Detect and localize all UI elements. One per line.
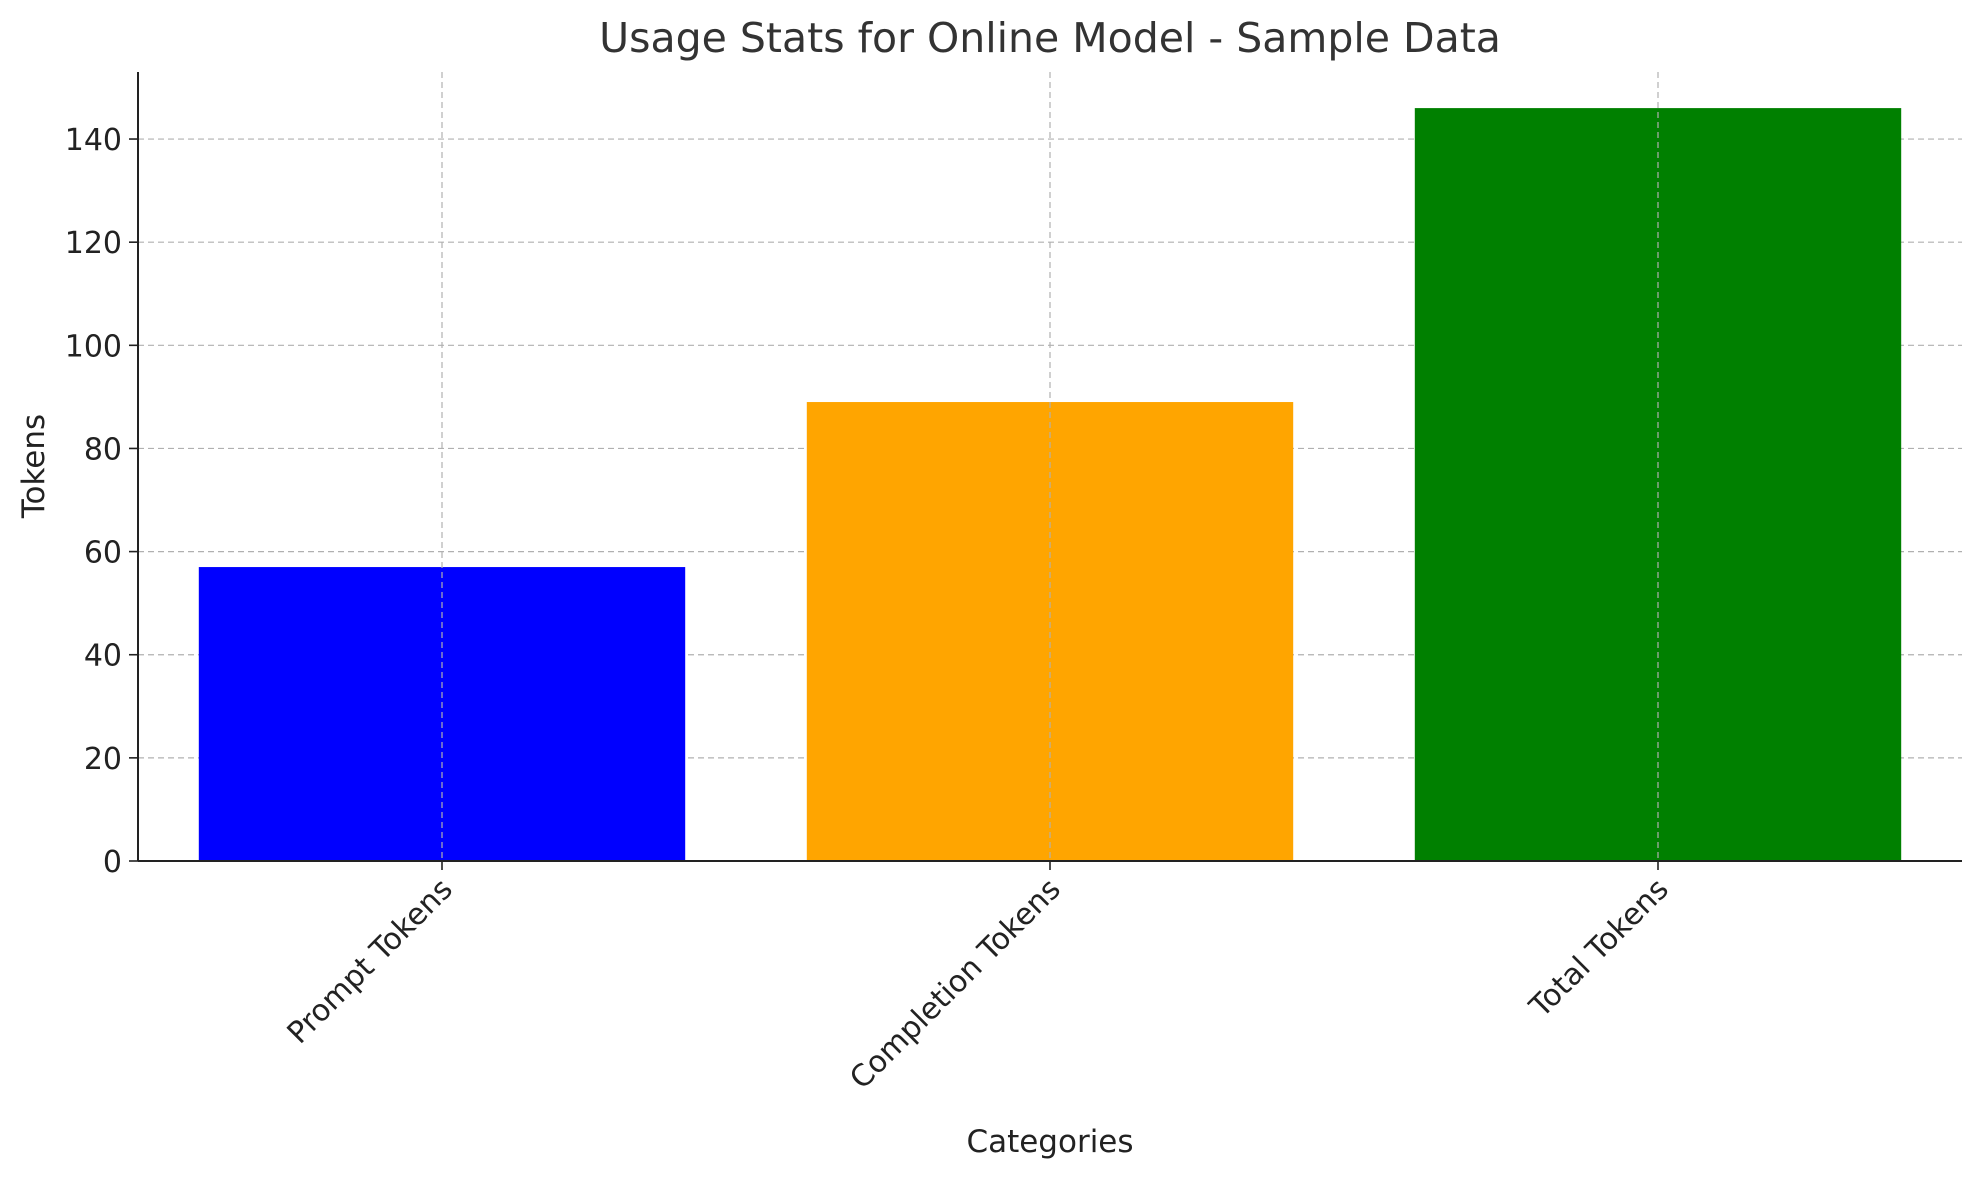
- x-tick-label: Total Tokens: [1523, 872, 1676, 1025]
- y-tick-label: 40: [84, 639, 122, 674]
- y-axis-label: Tokens: [16, 414, 52, 519]
- vertical-grid-lines: [441, 72, 1659, 861]
- y-tick-label: 80: [84, 432, 122, 467]
- x-tick-label: Prompt Tokens: [281, 872, 460, 1051]
- y-tick-label: 100: [65, 329, 122, 364]
- y-tick-label: 140: [65, 123, 122, 158]
- y-tick-label: 0: [103, 845, 122, 880]
- x-axis-label: Categories: [966, 1124, 1133, 1160]
- x-axis-ticks: Prompt Tokens Completion Tokens Total Toke…: [281, 861, 1676, 1096]
- x-tick-label: Completion Tokens: [843, 872, 1067, 1096]
- y-axis-ticks: 0 20 40 60 80 100 120 140: [65, 123, 138, 880]
- y-tick-label: 20: [84, 742, 122, 777]
- chart-title: Usage Stats for Online Model - Sample Da…: [599, 14, 1501, 62]
- y-tick-label: 60: [84, 536, 122, 571]
- y-tick-label: 120: [65, 226, 122, 261]
